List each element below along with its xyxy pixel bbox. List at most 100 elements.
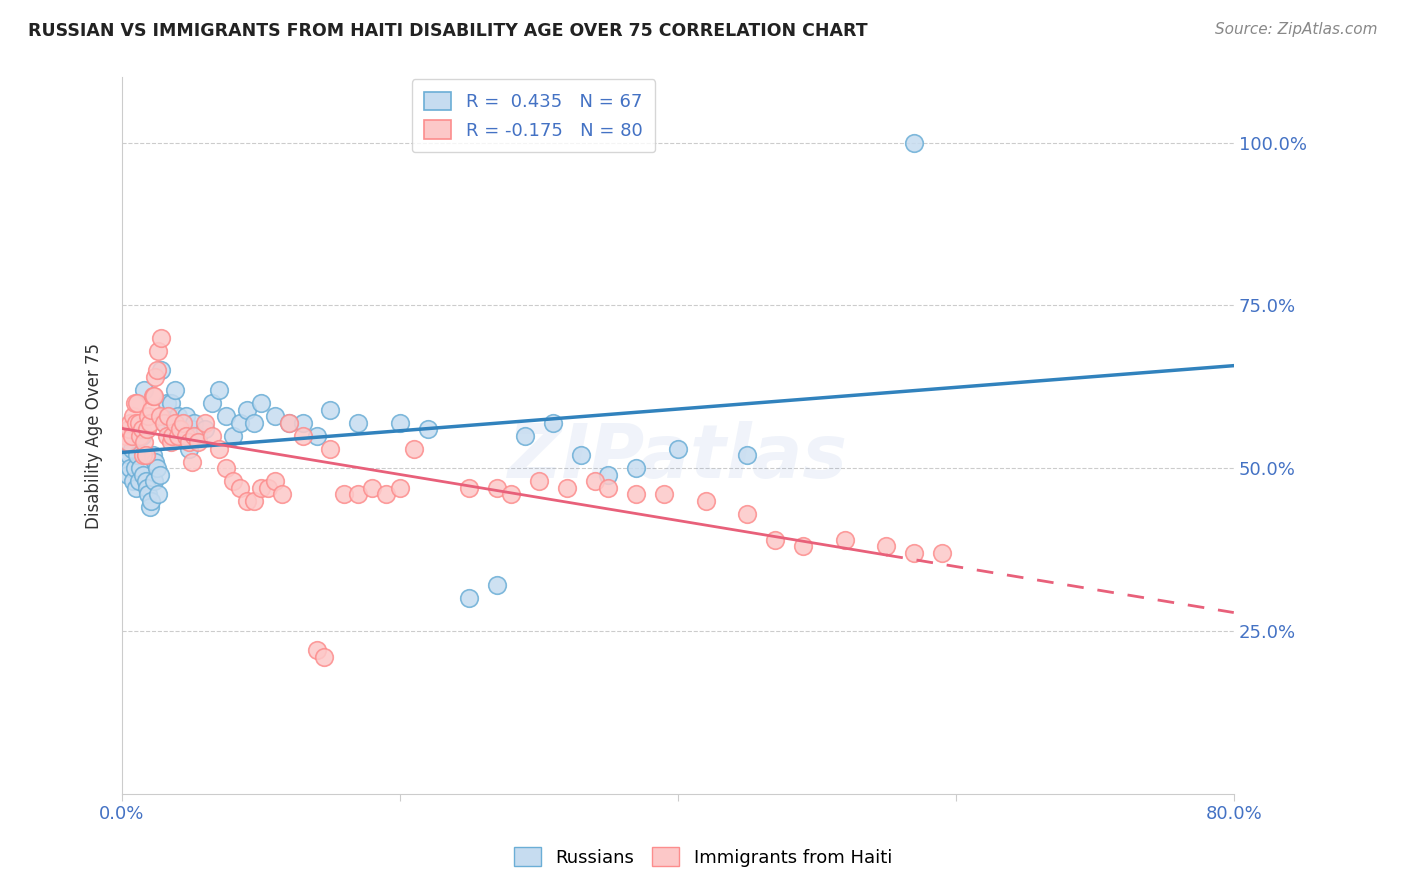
Point [183,428,205,442]
Point [125,481,148,495]
Text: ZIPatlas: ZIPatlas [508,420,848,493]
Point [208,383,231,397]
Point [402,442,425,456]
Point [598,481,620,495]
Point [486,481,509,495]
Point [156,409,179,423]
Point [236,402,259,417]
Point [834,533,856,547]
Point [695,493,717,508]
Point [128,416,150,430]
Legend: R =  0.435   N = 67, R = -0.175   N = 80: R = 0.435 N = 67, R = -0.175 N = 80 [412,79,655,153]
Point [141,493,163,508]
Point [513,428,536,442]
Point [222,474,245,488]
Point [243,493,266,508]
Point [264,474,287,488]
Point [177,435,200,450]
Point [174,428,197,442]
Point [134,435,156,450]
Point [458,481,481,495]
Point [250,481,273,495]
Point [152,416,174,430]
Point [201,396,224,410]
Point [277,416,299,430]
Point [792,539,814,553]
Point [149,331,172,345]
Point [122,409,145,423]
Point [115,454,138,468]
Point [145,370,167,384]
Point [416,422,439,436]
Point [148,343,170,358]
Point [136,422,159,436]
Point [229,481,252,495]
Point [215,409,238,423]
Point [131,422,153,436]
Point [626,487,648,501]
Point [160,416,183,430]
Point [143,474,166,488]
Point [117,467,139,482]
Point [527,474,550,488]
Point [541,416,564,430]
Point [148,467,170,482]
Point [118,448,141,462]
Point [174,409,197,423]
Point [127,448,149,462]
Point [139,500,162,515]
Point [291,416,314,430]
Point [169,422,191,436]
Point [129,461,152,475]
Point [215,461,238,475]
Point [142,448,165,462]
Point [931,546,953,560]
Point [569,448,592,462]
Point [118,422,141,436]
Point [135,448,157,462]
Point [117,435,139,450]
Point [180,454,202,468]
Point [159,396,181,410]
Point [486,578,509,592]
Point [903,136,925,150]
Point [139,416,162,430]
Text: Source: ZipAtlas.com: Source: ZipAtlas.com [1215,22,1378,37]
Point [626,461,648,475]
Point [124,461,146,475]
Point [243,416,266,430]
Point [155,396,177,410]
Point [347,487,370,501]
Point [128,474,150,488]
Point [652,487,675,501]
Point [121,428,143,442]
Point [120,461,142,475]
Point [125,416,148,430]
Point [131,428,153,442]
Point [163,383,186,397]
Point [135,474,157,488]
Point [136,481,159,495]
Point [598,467,620,482]
Legend: Russians, Immigrants from Haiti: Russians, Immigrants from Haiti [506,840,900,874]
Point [180,422,202,436]
Point [166,409,188,423]
Point [201,428,224,442]
Point [361,481,384,495]
Y-axis label: Disability Age Over 75: Disability Age Over 75 [86,343,103,529]
Point [458,591,481,606]
Point [129,428,152,442]
Point [146,461,169,475]
Point [305,428,328,442]
Point [134,383,156,397]
Point [146,363,169,377]
Point [122,474,145,488]
Point [160,428,183,442]
Point [388,416,411,430]
Point [194,416,217,430]
Point [501,487,523,501]
Point [121,442,143,456]
Point [138,409,160,423]
Point [264,409,287,423]
Point [132,467,155,482]
